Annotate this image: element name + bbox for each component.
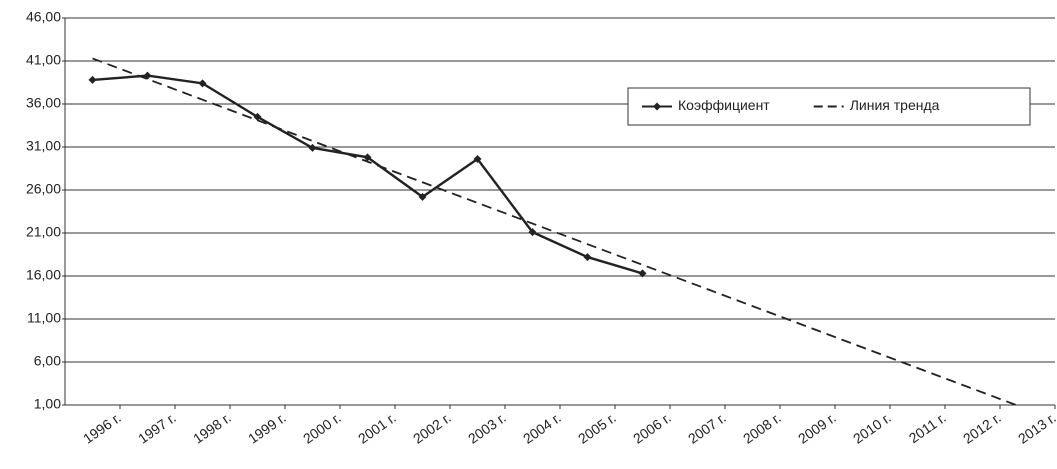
x-tick-label: 2009 г.	[795, 409, 839, 446]
x-tick-label: 2012 г.	[960, 409, 1004, 446]
y-tick-label: 46,00	[26, 9, 61, 25]
x-tick-label: 2006 г.	[630, 409, 674, 446]
x-tick-label: 2010 г.	[850, 409, 894, 446]
point	[88, 75, 97, 84]
point	[308, 143, 317, 152]
x-tick-label: 2004 г.	[520, 409, 564, 446]
legend-label: Линия тренда	[850, 97, 940, 113]
plot-area	[88, 57, 1019, 405]
point	[418, 192, 427, 201]
x-tick-label: 2003 г.	[465, 409, 509, 446]
y-tick-label: 6,00	[34, 353, 61, 369]
y-tick-label: 21,00	[26, 224, 61, 240]
point	[638, 269, 647, 278]
trend-line	[92, 57, 1019, 405]
x-tick-label: 1997 г.	[135, 409, 179, 446]
point	[198, 79, 207, 88]
x-tick-label: 2005 г.	[575, 409, 619, 446]
x-tick-label: 2007 г.	[685, 409, 729, 446]
x-tick-label: 1998 г.	[190, 409, 234, 446]
point	[363, 153, 372, 162]
y-tick-label: 36,00	[26, 95, 61, 111]
x-tick-label: 2002 г.	[410, 409, 454, 446]
point	[528, 228, 537, 237]
x-tick-label: 2000 г.	[300, 409, 344, 446]
legend-marker	[653, 102, 661, 111]
legend-label: Коэффициент	[678, 97, 770, 113]
x-tick-label: 2013 г.	[1015, 409, 1057, 446]
x-tick-label: 2008 г.	[740, 409, 784, 446]
x-tick-label: 1996 г.	[80, 409, 124, 446]
point	[583, 253, 592, 262]
y-tick-label: 16,00	[26, 267, 61, 283]
series-line	[92, 74, 643, 275]
y-tick-label: 31,00	[26, 138, 61, 154]
point	[253, 112, 262, 121]
y-tick-label: 11,00	[27, 310, 61, 326]
y-tick-label: 1,00	[34, 396, 61, 412]
y-tick-label: 41,00	[26, 52, 61, 68]
x-tick-label: 2001 г.	[355, 409, 399, 446]
x-tick-label: 2011 г.	[906, 409, 949, 446]
point	[473, 155, 482, 164]
y-tick-label: 26,00	[26, 181, 61, 197]
x-tick-label: 1999 г.	[245, 409, 289, 446]
